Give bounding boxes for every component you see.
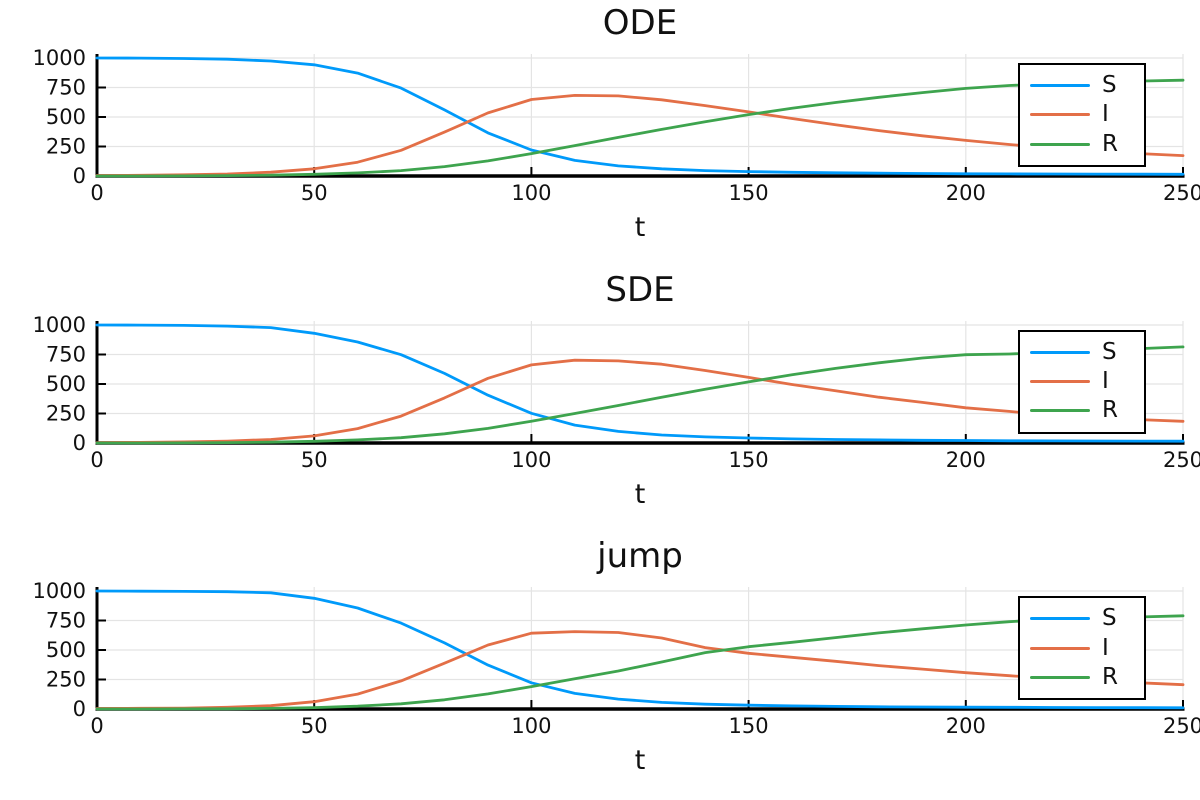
x-axis-label-ode: t	[634, 212, 646, 243]
x-tick-label: 0	[90, 181, 103, 205]
x-tick-label: 150	[729, 448, 769, 472]
x-axis-label-jump: t	[634, 745, 646, 777]
y-tick-label: 750	[46, 609, 86, 633]
chart-block-jump: jump 0 50 100 150 200 250 0 250 500 750 1000 S I R…	[0, 533, 1200, 800]
x-tick-label: 50	[301, 181, 328, 205]
y-tick-label: 0	[73, 431, 86, 455]
x-tick-label: 250	[1163, 448, 1200, 472]
x-tick-label: 0	[90, 714, 103, 738]
y-tick-label: 0	[73, 697, 86, 721]
y-tick-label: 500	[46, 372, 86, 396]
series-r-line-sample	[1030, 142, 1090, 146]
legend-entry-s: S	[1030, 338, 1134, 365]
series-line-s	[95, 56, 1185, 176]
legend-label-s: S	[1102, 605, 1117, 632]
legend-label-i: I	[1102, 634, 1109, 661]
x-tick-label: 150	[729, 181, 769, 205]
legend-sde: S I R	[1018, 329, 1146, 434]
legend-entry-s: S	[1030, 607, 1134, 630]
x-tick-label: 250	[1163, 181, 1200, 205]
legend-label-s: S	[1102, 338, 1117, 365]
series-s-line-sample	[1030, 84, 1090, 88]
y-tick-label: 750	[46, 76, 86, 100]
series-line-i	[95, 94, 1185, 177]
legend-entry-i: I	[1030, 103, 1134, 126]
chart-block-sde: SDE 0 50 100 150 200 250 0 250 500 750 1000 S I R …	[0, 267, 1200, 534]
chart-title-jump: jump	[597, 536, 683, 577]
x-tick-label: 150	[729, 714, 769, 738]
series-s-line-sample	[1030, 617, 1090, 621]
y-tick-label: 1000	[33, 579, 86, 603]
legend-entry-i: I	[1030, 634, 1134, 661]
x-tick-label: 50	[301, 448, 328, 472]
legend-entry-r: R	[1030, 666, 1134, 689]
y-tick-label: 250	[46, 668, 86, 692]
legend-label-r: R	[1102, 130, 1118, 157]
y-tick-label: 250	[46, 135, 86, 159]
legend-entry-s: S	[1030, 74, 1134, 97]
y-tick-label: 1000	[33, 46, 86, 70]
chart-block-ode: ODE 0 50 100 150 200 250 0 250 500 750 1000 S I R …	[0, 0, 1200, 267]
chart-title-ode: ODE	[602, 3, 678, 43]
y-tick-label: 750	[46, 342, 86, 366]
series-line-r	[95, 78, 1185, 178]
x-tick-label: 200	[946, 448, 986, 472]
legend-entry-r: R	[1030, 399, 1134, 422]
series-line-s	[95, 589, 1185, 710]
series-line-i	[95, 630, 1185, 711]
x-tick-label: 100	[511, 448, 551, 472]
series-line-r	[95, 614, 1185, 711]
legend-jump: S I R	[1018, 596, 1146, 701]
series-line-i	[95, 358, 1185, 444]
legend-entry-i: I	[1030, 370, 1134, 393]
series-r-line-sample	[1030, 676, 1090, 680]
x-tick-label: 200	[946, 181, 986, 205]
series-r-line-sample	[1030, 409, 1090, 413]
x-tick-label: 0	[90, 448, 103, 472]
series-line-s	[95, 323, 1185, 443]
series-line-r	[95, 345, 1185, 445]
x-tick-label: 250	[1163, 714, 1200, 738]
series-i-line-sample	[1030, 113, 1090, 117]
legend-label-i: I	[1102, 101, 1109, 128]
legend-ode: S I R	[1018, 63, 1146, 167]
y-tick-label: 0	[73, 164, 86, 188]
legend-label-r: R	[1102, 664, 1118, 691]
y-tick-label: 250	[46, 401, 86, 425]
series-i-line-sample	[1030, 380, 1090, 384]
chart-title-sde: SDE	[605, 269, 675, 310]
x-tick-label: 100	[511, 714, 551, 738]
x-tick-label: 200	[946, 714, 986, 738]
legend-label-r: R	[1102, 397, 1118, 424]
x-axis-label-sde: t	[634, 478, 646, 510]
series-i-line-sample	[1030, 646, 1090, 650]
legend-label-i: I	[1102, 368, 1109, 395]
y-tick-label: 1000	[33, 313, 86, 337]
y-tick-label: 500	[46, 105, 86, 129]
series-s-line-sample	[1030, 350, 1090, 354]
y-tick-label: 500	[46, 638, 86, 662]
x-tick-label: 50	[301, 714, 328, 738]
x-tick-label: 100	[511, 181, 551, 205]
legend-label-s: S	[1102, 72, 1117, 99]
legend-entry-r: R	[1030, 130, 1134, 157]
